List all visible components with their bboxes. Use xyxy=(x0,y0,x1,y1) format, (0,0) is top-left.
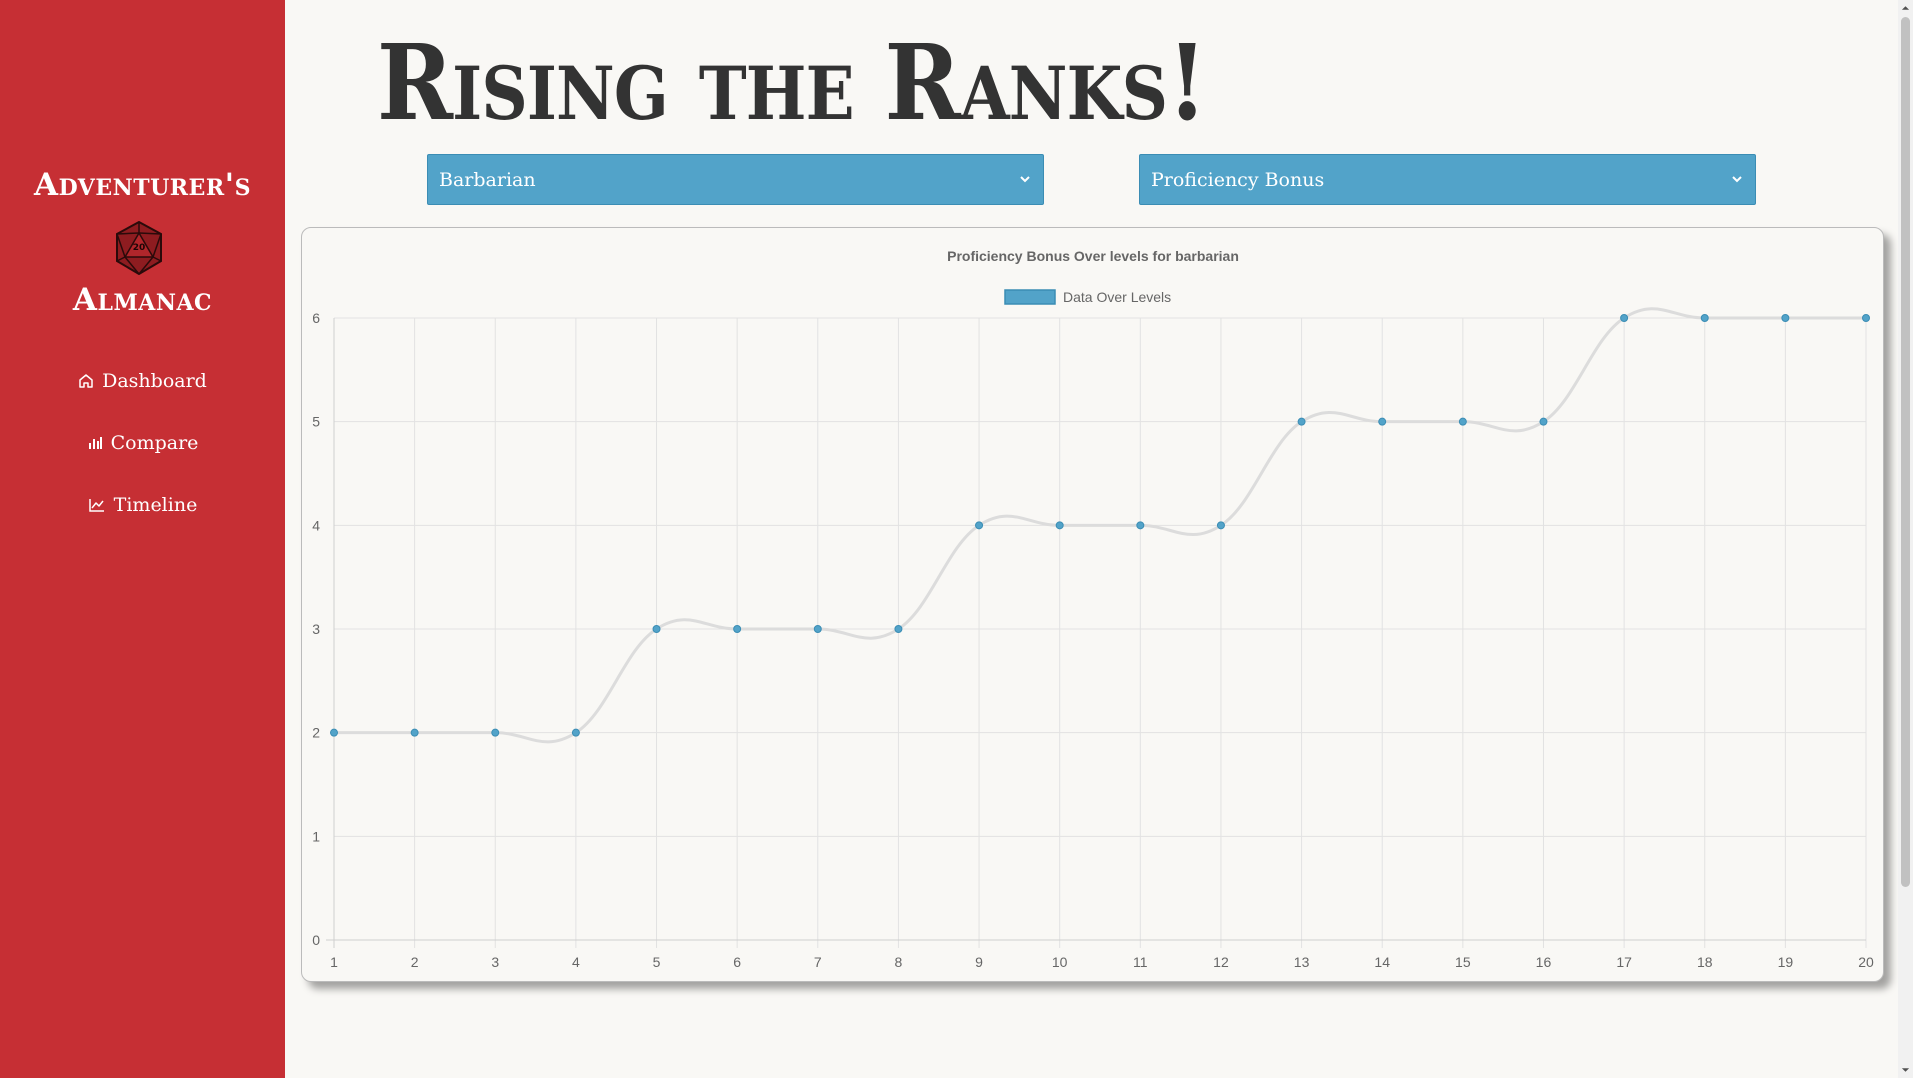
x-tick-label: 19 xyxy=(1778,954,1794,970)
data-point xyxy=(1378,417,1387,426)
chart-card: Proficiency Bonus Over levels for barbar… xyxy=(301,227,1884,982)
y-tick-label: 5 xyxy=(312,414,320,430)
nav-item-compare[interactable]: Compare xyxy=(0,428,285,458)
chevron-down-icon xyxy=(1020,176,1030,183)
x-tick-label: 5 xyxy=(653,954,661,970)
data-point xyxy=(652,625,661,633)
d20-dice-icon: 20 xyxy=(116,221,162,275)
x-tick-label: 8 xyxy=(895,954,903,970)
nav-item-timeline[interactable]: Timeline xyxy=(0,490,285,520)
chart-grid xyxy=(333,317,1867,948)
y-tick-label: 4 xyxy=(312,517,320,533)
data-point xyxy=(1297,417,1306,426)
nav-item-dashboard[interactable]: Dashboard xyxy=(0,366,285,396)
data-point xyxy=(1539,417,1548,426)
nav-label-dashboard: Dashboard xyxy=(102,370,207,392)
series-points-group xyxy=(330,314,1870,737)
data-point xyxy=(1620,314,1629,322)
sidebar: Adventurer's 20 Almanac Dashboard Compar… xyxy=(0,0,285,1078)
class-select-value: Barbarian xyxy=(439,168,536,191)
y-tick-label: 1 xyxy=(312,828,320,844)
x-tick-label: 13 xyxy=(1294,954,1310,970)
series-line-group xyxy=(334,307,1866,744)
y-tick-label: 3 xyxy=(312,621,320,637)
data-point xyxy=(813,625,822,633)
legend-label: Data Over Levels xyxy=(1063,289,1171,305)
data-point xyxy=(571,728,580,737)
data-point xyxy=(733,625,742,633)
page-title: Rising the Ranks! xyxy=(377,21,1207,144)
chevron-down-icon xyxy=(1732,176,1742,183)
x-tick-label: 1 xyxy=(330,954,338,970)
y-tick-label: 2 xyxy=(312,725,320,741)
data-point xyxy=(410,728,419,737)
dice-label: 20 xyxy=(133,243,146,253)
x-tick-label: 7 xyxy=(814,954,822,970)
data-point xyxy=(330,728,338,737)
stat-select-value: Proficiency Bonus xyxy=(1151,168,1325,191)
line-chart-icon xyxy=(88,499,104,512)
x-tick-label: 11 xyxy=(1133,954,1148,970)
x-tick-label: 6 xyxy=(733,954,741,970)
scroll-up-icon[interactable] xyxy=(1901,3,1910,13)
scroll-thumb[interactable] xyxy=(1901,17,1910,887)
data-point xyxy=(1136,521,1145,530)
x-tick-label: 15 xyxy=(1455,954,1471,970)
stat-select[interactable]: Proficiency Bonus xyxy=(1139,154,1756,205)
x-tick-label: 17 xyxy=(1616,954,1632,970)
brand-title-top: Adventurer's xyxy=(34,167,251,203)
data-point xyxy=(975,521,984,530)
y-tick-label: 0 xyxy=(312,932,320,948)
home-icon xyxy=(79,374,93,388)
x-tick-label: 3 xyxy=(491,954,499,970)
data-point xyxy=(491,728,500,737)
data-point xyxy=(1458,417,1467,426)
x-tick-label: 4 xyxy=(572,954,580,970)
data-point xyxy=(1700,314,1709,322)
data-point xyxy=(1216,521,1225,530)
chart-title: Proficiency Bonus Over levels for barbar… xyxy=(947,248,1239,264)
data-point xyxy=(894,625,903,633)
x-tick-label: 14 xyxy=(1374,954,1390,970)
x-tick-label: 18 xyxy=(1697,954,1713,970)
y-tick-label: 6 xyxy=(312,310,320,326)
x-tick-label: 20 xyxy=(1858,954,1874,970)
data-point xyxy=(1862,314,1870,322)
x-tick-label: 12 xyxy=(1213,954,1229,970)
line-chart: Proficiency Bonus Over levels for barbar… xyxy=(312,248,1874,970)
nav-label-timeline: Timeline xyxy=(113,494,198,516)
legend-swatch xyxy=(1004,289,1056,305)
x-tick-label: 16 xyxy=(1536,954,1552,970)
data-point xyxy=(1781,314,1790,322)
x-tick-label: 10 xyxy=(1052,954,1068,970)
class-select[interactable]: Barbarian xyxy=(427,154,1044,205)
x-tick-label: 9 xyxy=(975,954,983,970)
data-point xyxy=(1055,521,1064,530)
series-line xyxy=(334,307,1866,744)
scroll-down-icon[interactable] xyxy=(1901,1065,1910,1075)
brand-title-bottom: Almanac xyxy=(72,282,213,318)
nav-label-compare: Compare xyxy=(110,432,199,454)
page-scrollbar[interactable] xyxy=(1898,0,1913,1078)
x-tick-label: 2 xyxy=(411,954,419,970)
bar-chart-icon xyxy=(88,437,102,449)
